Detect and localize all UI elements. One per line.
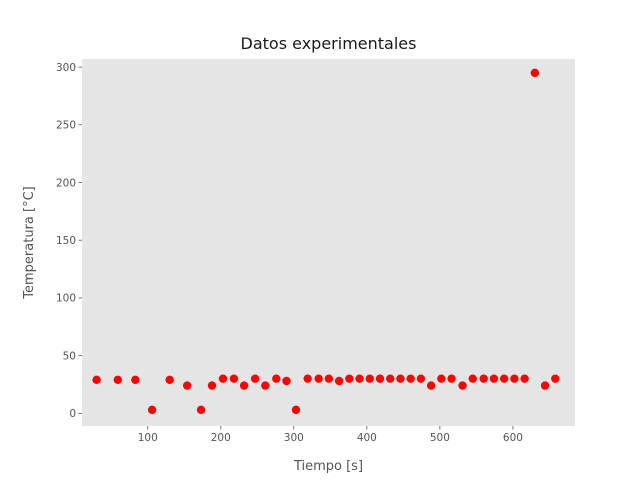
data-point	[489, 374, 499, 383]
y-tick-label: 0	[69, 408, 76, 420]
data-point	[113, 375, 122, 385]
y-tick-label: 100	[56, 293, 76, 305]
data-points	[92, 68, 560, 415]
data-point	[182, 381, 192, 390]
data-point	[458, 381, 467, 390]
data-point	[437, 374, 446, 383]
data-point	[416, 374, 426, 383]
data-point	[355, 374, 364, 383]
data-point	[447, 374, 456, 383]
x-tick-label: 100	[138, 432, 158, 444]
data-point	[291, 405, 301, 415]
x-tick-label: 400	[357, 432, 377, 444]
data-point	[468, 374, 477, 383]
data-point	[196, 405, 206, 415]
data-point	[334, 376, 344, 386]
data-point	[282, 376, 291, 386]
data-point	[324, 374, 334, 383]
data-point	[239, 381, 249, 390]
data-point	[530, 68, 540, 78]
data-point	[520, 374, 529, 383]
data-point	[345, 374, 354, 383]
y-axis-label: Temperatura [°C]	[22, 186, 37, 299]
data-point	[250, 374, 260, 383]
data-point	[131, 375, 140, 385]
y-tick-label: 50	[63, 350, 76, 362]
x-tick-label: 300	[284, 432, 304, 444]
plot-area	[82, 59, 575, 426]
data-point	[314, 374, 323, 383]
data-point	[386, 374, 395, 383]
data-point	[261, 381, 270, 390]
axis-ticks: 100 200 300 400 500 600 0 50 100 150 200 250 300	[56, 62, 523, 444]
y-tick-label: 250	[56, 120, 76, 132]
x-axis-label: Tiempo [s]	[293, 459, 363, 474]
data-point	[499, 374, 509, 383]
data-point	[375, 374, 385, 383]
y-tick-label: 200	[56, 177, 76, 189]
data-point	[426, 381, 436, 390]
x-tick-label: 600	[503, 432, 523, 444]
data-point	[365, 374, 374, 383]
data-point	[510, 374, 519, 383]
y-tick-label: 300	[56, 62, 76, 74]
data-point	[396, 374, 405, 383]
data-point	[540, 381, 550, 390]
data-point	[303, 374, 312, 383]
data-point	[165, 375, 174, 385]
data-point	[229, 374, 239, 383]
data-point	[92, 375, 101, 385]
x-tick-label: 200	[211, 432, 231, 444]
data-point	[406, 374, 415, 383]
data-point	[207, 381, 217, 390]
data-point	[272, 374, 281, 383]
chart-title: Datos experimentales	[241, 34, 417, 53]
data-point	[551, 374, 560, 383]
x-tick-label: 500	[430, 432, 450, 444]
data-point	[218, 374, 228, 383]
data-point	[479, 374, 488, 383]
data-point	[147, 405, 157, 415]
y-tick-label: 150	[56, 235, 76, 247]
